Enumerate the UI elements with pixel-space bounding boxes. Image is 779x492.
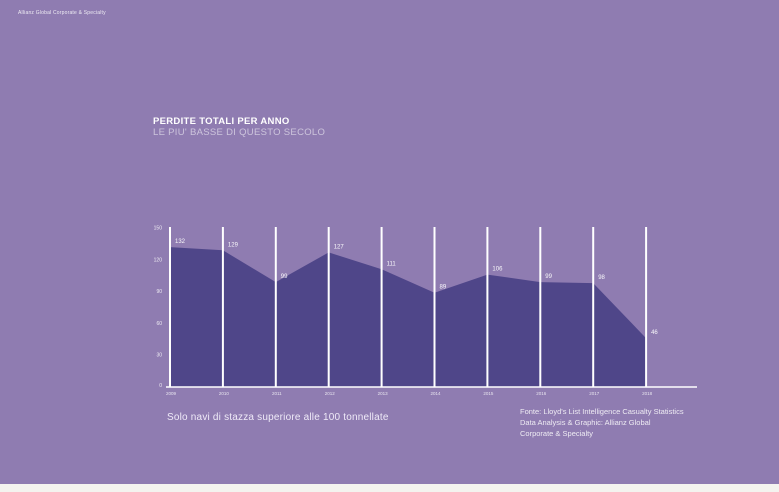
data-label: 111 <box>387 261 397 267</box>
y-tick-label: 30 <box>156 353 162 359</box>
y-tick-label: 120 <box>154 257 163 263</box>
x-tick-label: 2014 <box>430 391 441 396</box>
y-tick-label: 0 <box>159 383 162 389</box>
data-label: 99 <box>545 274 552 280</box>
data-label: 89 <box>440 285 447 291</box>
x-tick-label: 2010 <box>219 391 230 396</box>
source-line: Corporate & Specialty <box>520 428 593 438</box>
chart-subtitle: LE PIU' BASSE DI QUESTO SECOLO <box>153 126 326 138</box>
data-label: 106 <box>492 267 503 273</box>
chart-footnote: Solo navi di stazza superiore alle 100 t… <box>167 412 389 423</box>
bottom-strip <box>0 484 779 492</box>
data-label: 129 <box>228 242 239 248</box>
x-tick-label: 2009 <box>166 391 177 396</box>
brand-text: Allianz Global Corporate & Specialty <box>18 10 106 16</box>
x-tick-label: 2016 <box>536 391 547 396</box>
x-tick-label: 2015 <box>483 391 494 396</box>
x-tick-label: 2017 <box>589 391 600 396</box>
x-tick-label: 2012 <box>325 391 336 396</box>
data-label: 98 <box>598 275 605 281</box>
y-tick-label: 90 <box>156 289 162 295</box>
chart-title: PERDITE TOTALI PER ANNO <box>153 116 290 127</box>
data-label: 99 <box>281 274 288 280</box>
source-line: Fonte: Lloyd's List Intelligence Casualt… <box>520 407 684 416</box>
area-series <box>170 247 647 387</box>
y-tick-label: 60 <box>156 321 162 327</box>
source-line: Data Analysis & Graphic: Allianz Global <box>520 417 651 427</box>
data-label: 127 <box>334 244 345 250</box>
x-tick-label: 2013 <box>378 391 389 396</box>
source-credit: Fonte: Lloyd's List Intelligence Casualt… <box>520 407 684 440</box>
x-tick-label: 2018 <box>642 391 653 396</box>
y-tick-label: 150 <box>154 226 163 232</box>
data-label: 132 <box>175 239 186 245</box>
x-tick-label: 2011 <box>272 391 282 396</box>
data-label: 46 <box>651 330 658 336</box>
title-block: PERDITE TOTALI PER ANNO LE PIU' BASSE DI… <box>153 116 326 139</box>
